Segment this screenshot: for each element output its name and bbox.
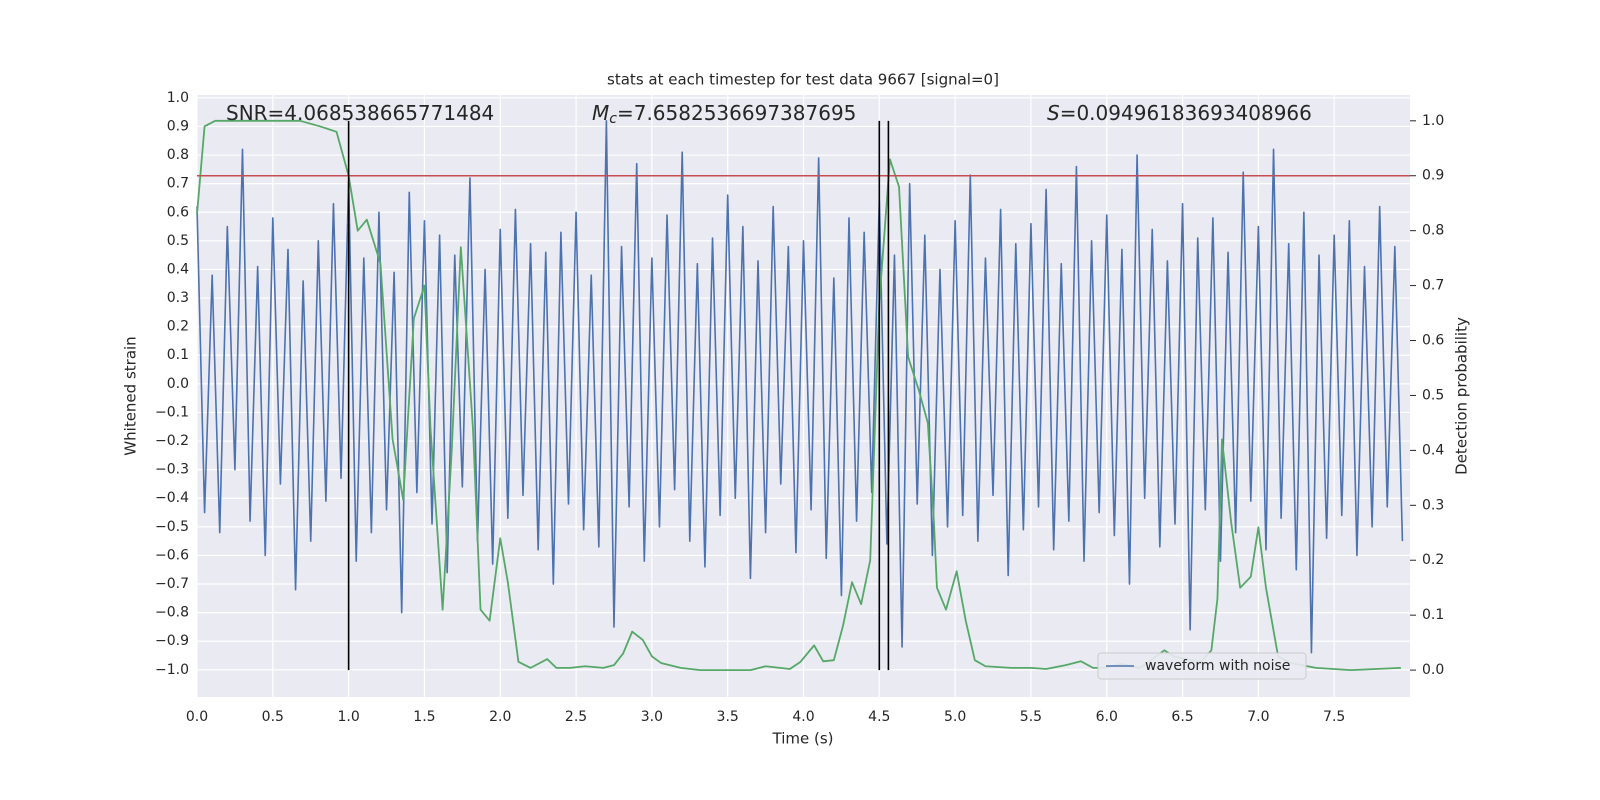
y2-tick-label: 0.8 bbox=[1422, 223, 1444, 239]
legend-box bbox=[1097, 652, 1307, 680]
y-tick-label: 0.7 bbox=[167, 176, 189, 192]
y-tick-label: −0.9 bbox=[155, 633, 189, 649]
y-tick-label: 0.3 bbox=[167, 290, 189, 306]
annotation: Mc=7.6582536697387695 bbox=[592, 101, 856, 128]
y2-tick-label: 0.9 bbox=[1422, 168, 1444, 184]
x-tick-label: 1.5 bbox=[413, 709, 435, 725]
annotation-symbol: M bbox=[592, 101, 609, 125]
annotation: SNR=4.068538665771484 bbox=[226, 101, 494, 125]
y-tick-label: 0.6 bbox=[167, 204, 189, 220]
legend-label: waveform with noise bbox=[1145, 658, 1290, 674]
x-tick-label: 1.0 bbox=[337, 709, 359, 725]
annotation-subscript: c bbox=[609, 111, 617, 127]
y-tick-label: −0.6 bbox=[155, 547, 189, 563]
y-tick-label: −0.4 bbox=[155, 490, 189, 506]
x-tick-label: 3.5 bbox=[717, 709, 739, 725]
x-tick-label: 0.5 bbox=[262, 709, 284, 725]
y-tick-label: −0.8 bbox=[155, 605, 189, 621]
x-tick-label: 4.5 bbox=[868, 709, 890, 725]
x-tick-label: 6.5 bbox=[1171, 709, 1193, 725]
annotation-symbol: S bbox=[1047, 101, 1060, 125]
x-tick-label: 3.0 bbox=[641, 709, 663, 725]
x-tick-label: 0.0 bbox=[186, 709, 208, 725]
y2-tick-label: 0.4 bbox=[1422, 442, 1444, 458]
annotation-text: =0.09496183693408966 bbox=[1060, 101, 1312, 125]
y2-tick-label: 0.7 bbox=[1422, 278, 1444, 294]
x-tick-label: 2.5 bbox=[565, 709, 587, 725]
chart-title: stats at each timestep for test data 966… bbox=[607, 71, 999, 89]
y-tick-label: 0.9 bbox=[167, 118, 189, 134]
y2-tick-label: 0.5 bbox=[1422, 387, 1444, 403]
y-tick-label: −0.3 bbox=[155, 462, 189, 478]
x-tick-label: 5.0 bbox=[944, 709, 966, 725]
y-tick-label: −0.1 bbox=[155, 404, 189, 420]
y-tick-label: 0.2 bbox=[167, 319, 189, 335]
x-tick-label: 7.0 bbox=[1247, 709, 1269, 725]
y-tick-label: 0.5 bbox=[167, 233, 189, 249]
y2-tick-label: 1.0 bbox=[1422, 113, 1444, 129]
y2-tick-label: 0.3 bbox=[1422, 497, 1444, 513]
y-tick-label: −0.7 bbox=[155, 576, 189, 592]
y2-tick-label: 0.1 bbox=[1422, 607, 1444, 623]
annotation: S=0.09496183693408966 bbox=[1047, 101, 1312, 125]
y-tick-label: −0.5 bbox=[155, 519, 189, 535]
y-tick-label: 0.1 bbox=[167, 347, 189, 363]
x-tick-label: 6.0 bbox=[1096, 709, 1118, 725]
y2-tick-label: 0.6 bbox=[1422, 333, 1444, 349]
y-axis-label: Whitened strain bbox=[122, 336, 140, 455]
y-tick-label: 0.4 bbox=[167, 261, 189, 277]
x-tick-label: 2.0 bbox=[489, 709, 511, 725]
y-tick-label: 0.0 bbox=[167, 376, 189, 392]
x-axis-label: Time (s) bbox=[772, 730, 834, 748]
y-tick-label: 1.0 bbox=[167, 90, 189, 106]
x-tick-label: 7.5 bbox=[1323, 709, 1345, 725]
series-line bbox=[196, 119, 1404, 654]
y-tick-label: 0.8 bbox=[167, 147, 189, 163]
y2-tick-label: 0.2 bbox=[1422, 552, 1444, 568]
x-tick-label: 5.5 bbox=[1020, 709, 1042, 725]
annotation-text: =7.6582536697387695 bbox=[617, 101, 856, 125]
y-tick-label: −1.0 bbox=[155, 662, 189, 678]
y2-tick-label: 0.0 bbox=[1422, 662, 1444, 678]
annotation-text: SNR=4.068538665771484 bbox=[226, 101, 494, 125]
y2-axis-label: Detection probability bbox=[1453, 317, 1471, 475]
x-tick-label: 4.0 bbox=[792, 709, 814, 725]
y-tick-label: −0.2 bbox=[155, 433, 189, 449]
